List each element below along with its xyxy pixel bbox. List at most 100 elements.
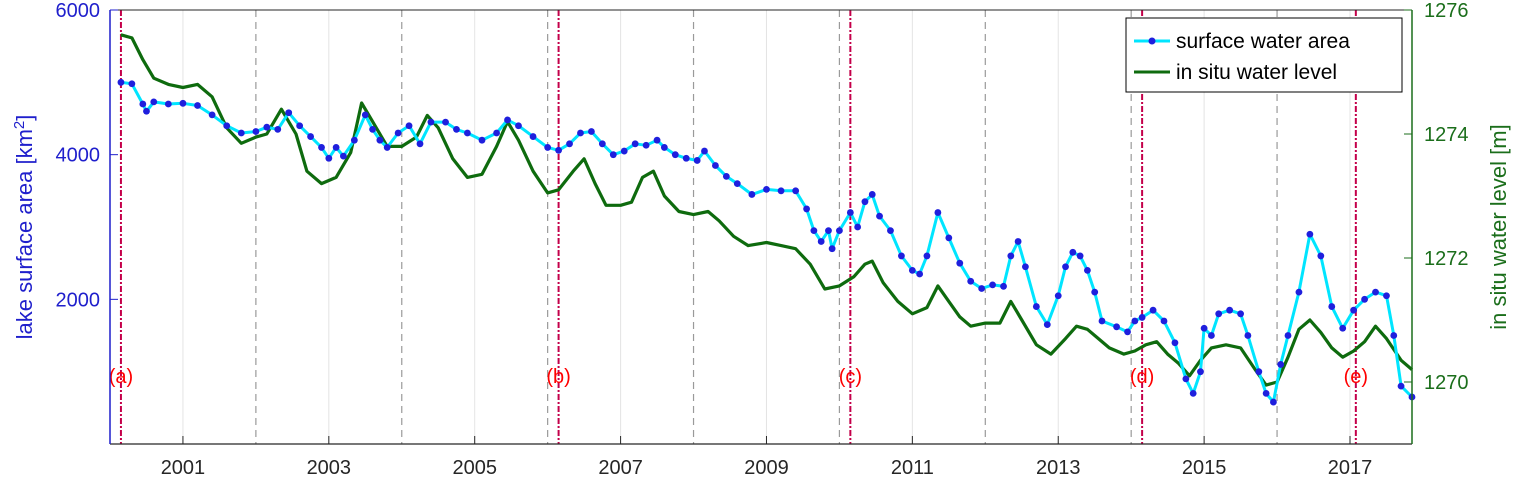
legend-label-surface-water-area: surface water area <box>1176 30 1350 53</box>
data-point-surface-water-area <box>544 144 552 151</box>
data-point-surface-water-area <box>307 133 314 140</box>
data-point-surface-water-area <box>1091 288 1099 296</box>
event-label: (b) <box>546 366 570 388</box>
data-point-surface-water-area <box>777 187 785 195</box>
data-point-surface-water-area <box>223 122 231 130</box>
data-point-surface-water-area <box>1270 398 1277 406</box>
data-point-surface-water-area <box>555 146 562 154</box>
data-point-surface-water-area <box>164 100 172 108</box>
legend-label-in-situ-water-level: in situ water level <box>1176 61 1337 84</box>
x-tick-label: 2017 <box>1328 457 1373 479</box>
data-point-surface-water-area <box>1317 252 1325 260</box>
data-point-surface-water-area <box>916 270 924 278</box>
data-point-surface-water-area <box>529 133 537 140</box>
data-point-surface-water-area <box>376 136 384 144</box>
data-point-surface-water-area <box>1069 248 1077 256</box>
data-point-surface-water-area <box>1043 321 1051 329</box>
data-point-surface-water-area <box>989 281 996 289</box>
legend: surface water area in situ water level <box>1125 17 1403 93</box>
data-point-surface-water-area <box>1062 263 1069 271</box>
data-point-surface-water-area <box>898 252 905 260</box>
data-point-surface-water-area <box>609 151 617 159</box>
data-point-surface-water-area <box>1022 263 1029 271</box>
data-point-surface-water-area <box>817 238 825 245</box>
data-point-surface-water-area <box>128 80 136 88</box>
data-point-surface-water-area <box>1284 332 1292 339</box>
data-point-surface-water-area <box>1160 317 1168 325</box>
data-point-surface-water-area <box>332 144 340 151</box>
data-point-surface-water-area <box>274 125 282 133</box>
data-point-surface-water-area <box>493 129 500 137</box>
series-in-situ-water-level <box>120 33 1414 387</box>
data-point-surface-water-area <box>1237 310 1244 318</box>
data-point-surface-water-area <box>934 209 942 216</box>
data-point-surface-water-area <box>1138 314 1146 321</box>
data-point-surface-water-area <box>1328 303 1336 310</box>
data-point-surface-water-area <box>394 129 402 137</box>
data-point-surface-water-area <box>1000 282 1007 290</box>
data-point-surface-water-area <box>810 227 818 235</box>
data-point-surface-water-area <box>325 154 333 162</box>
data-point-surface-water-area <box>1339 324 1347 332</box>
data-point-surface-water-area <box>1098 317 1106 325</box>
data-point-surface-water-area <box>1124 328 1131 336</box>
data-point-surface-water-area <box>369 125 376 133</box>
data-point-surface-water-area <box>945 234 953 242</box>
data-point-surface-water-area <box>1350 306 1358 314</box>
series-line-in-situ-water-level <box>120 33 1414 387</box>
event-label: (c) <box>839 366 862 388</box>
data-point-surface-water-area <box>252 128 260 135</box>
data-point-surface-water-area <box>682 154 690 162</box>
data-point-surface-water-area <box>1277 361 1285 368</box>
data-point-surface-water-area <box>361 111 369 119</box>
x-tick-label: 2001 <box>161 457 206 479</box>
axes: 2001 2003 2005 2007 2009 2011 2013 2015 2017 2000… <box>56 0 1469 479</box>
data-point-surface-water-area <box>1200 324 1208 332</box>
data-point-surface-water-area <box>1032 303 1040 310</box>
data-point-surface-water-area <box>340 152 347 160</box>
data-point-surface-water-area <box>712 162 719 169</box>
data-point-surface-water-area <box>620 147 628 155</box>
y-right-tick-label: 1270 <box>1424 372 1469 394</box>
data-point-surface-water-area <box>792 187 800 195</box>
data-point-surface-water-area <box>836 227 843 235</box>
data-point-surface-water-area <box>464 129 471 137</box>
data-point-surface-water-area <box>1171 339 1179 347</box>
data-point-surface-water-area <box>908 267 916 274</box>
data-point-surface-water-area <box>763 185 770 193</box>
y-left-tick-label: 2000 <box>56 289 101 311</box>
data-point-surface-water-area <box>208 111 216 119</box>
data-point-surface-water-area <box>733 180 741 188</box>
data-point-surface-water-area <box>854 223 862 231</box>
y-left-tick-label: 6000 <box>56 0 101 22</box>
y-left-axis-label: lake surface area [km2] <box>11 115 37 340</box>
data-point-surface-water-area <box>350 136 358 144</box>
data-point-surface-water-area <box>1390 332 1398 339</box>
data-point-surface-water-area <box>1255 368 1263 376</box>
data-point-surface-water-area <box>1149 306 1157 314</box>
data-point-surface-water-area <box>1372 288 1379 296</box>
data-point-surface-water-area <box>1113 323 1120 331</box>
y-right-tick-label: 1274 <box>1424 124 1469 146</box>
data-point-surface-water-area <box>117 78 125 86</box>
data-point-surface-water-area <box>143 107 150 115</box>
y-left-tick-label: 4000 <box>56 145 101 167</box>
data-point-surface-water-area <box>876 212 883 220</box>
data-point-surface-water-area <box>861 198 869 206</box>
data-point-surface-water-area <box>956 259 964 267</box>
data-point-surface-water-area <box>405 122 413 130</box>
data-point-surface-water-area <box>1215 310 1223 318</box>
data-point-surface-water-area <box>1197 368 1204 376</box>
data-point-surface-water-area <box>515 122 522 130</box>
data-point-surface-water-area <box>825 227 832 235</box>
data-point-surface-water-area <box>693 157 701 164</box>
data-point-surface-water-area <box>453 125 460 133</box>
data-point-surface-water-area <box>803 205 810 213</box>
data-point-surface-water-area <box>194 102 201 109</box>
x-tick-label: 2007 <box>598 457 643 479</box>
data-point-surface-water-area <box>427 118 435 126</box>
data-point-surface-water-area <box>846 209 854 216</box>
data-point-surface-water-area <box>967 277 975 285</box>
x-tick-label: 2011 <box>891 457 934 479</box>
data-point-surface-water-area <box>642 141 650 149</box>
